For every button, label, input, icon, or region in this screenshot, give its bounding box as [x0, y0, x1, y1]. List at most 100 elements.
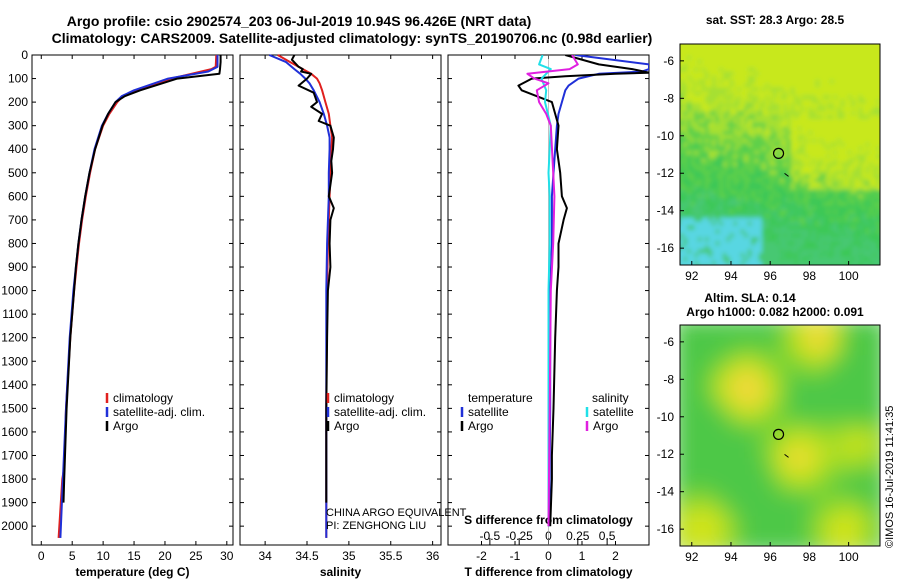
map-cell	[776, 241, 781, 246]
map-cell	[794, 197, 799, 203]
map-cell	[798, 265, 802, 270]
map-cell	[833, 91, 838, 96]
y-tick-label: 600	[8, 189, 28, 203]
map-cell	[846, 428, 854, 437]
map-cell	[833, 501, 841, 510]
map-cell	[693, 332, 701, 341]
map-cell	[797, 75, 803, 81]
map-cell	[708, 249, 713, 254]
map-cell	[820, 435, 828, 444]
map-cell	[880, 245, 884, 250]
map-cell	[826, 103, 831, 108]
map-cell	[805, 44, 810, 49]
map-cell	[697, 150, 703, 156]
map-cell	[680, 383, 688, 392]
map-cell	[813, 516, 821, 525]
map-cell	[720, 420, 728, 429]
map-cell	[780, 257, 785, 262]
map-cell	[820, 494, 828, 503]
map-cell	[872, 142, 878, 148]
map-cell	[876, 107, 880, 112]
map-cell	[726, 67, 731, 73]
map-cell	[715, 257, 720, 262]
map-cell	[706, 435, 714, 444]
map-cell	[844, 87, 849, 92]
map-cell	[733, 75, 738, 81]
map-cell	[869, 249, 874, 254]
map-cell	[808, 237, 813, 242]
map-cell	[694, 253, 699, 258]
map-cell	[844, 130, 849, 136]
map-cell	[880, 332, 887, 340]
map-cell	[740, 383, 748, 392]
map-cell	[862, 237, 867, 242]
y-tick-label: -10	[657, 410, 675, 424]
map-cell	[837, 71, 842, 77]
map-cell	[680, 241, 685, 246]
map-cell	[726, 531, 734, 540]
map-cell	[822, 253, 828, 258]
map-cell	[705, 205, 710, 211]
map-cell	[793, 383, 801, 392]
map-cell	[726, 91, 731, 96]
map-cell	[765, 44, 770, 49]
map-cell	[826, 245, 831, 250]
map-cell	[808, 241, 813, 246]
map-cell	[833, 162, 838, 167]
map-cell	[840, 79, 845, 84]
map-cell	[826, 67, 831, 73]
map-cell	[755, 229, 760, 234]
map-cell	[812, 63, 817, 69]
map-cell	[755, 205, 760, 211]
map-cell	[708, 63, 713, 69]
map-cell	[853, 501, 861, 510]
map-cell	[715, 194, 720, 199]
map-cell	[876, 209, 880, 215]
map-cell	[751, 178, 756, 183]
map-cell	[840, 538, 848, 546]
map-cell	[826, 162, 831, 167]
map-cell	[787, 119, 792, 124]
map-cell	[680, 111, 685, 116]
map-cell	[808, 134, 813, 140]
map-cell	[833, 261, 838, 265]
map-cell	[747, 174, 753, 179]
map-cell	[840, 257, 845, 262]
map-cell	[855, 253, 860, 258]
map-cell	[722, 213, 728, 219]
map-cell	[769, 158, 774, 163]
map-cell	[769, 142, 774, 148]
map-cell	[726, 369, 734, 378]
map-cell	[826, 531, 834, 540]
map-cell	[840, 391, 848, 400]
map-cell	[693, 472, 701, 481]
map-cell	[855, 194, 860, 199]
map-cell	[687, 79, 692, 84]
map-cell	[697, 83, 703, 88]
map-cell	[680, 134, 685, 140]
map-cell	[755, 158, 760, 163]
map-cell	[765, 158, 770, 163]
map-cell	[690, 67, 695, 73]
map-cell	[697, 233, 703, 238]
map-cell	[772, 75, 778, 81]
map-cell	[801, 253, 806, 258]
map-cell	[815, 158, 820, 163]
map-cell	[726, 217, 731, 223]
map-cell	[813, 413, 821, 422]
map-cell	[826, 221, 831, 227]
map-cell	[769, 190, 774, 195]
map-cell	[733, 71, 738, 77]
map-cell	[776, 59, 781, 65]
map-cell	[800, 479, 808, 488]
map-cell	[744, 166, 749, 171]
map-cell	[822, 217, 828, 223]
map-cell	[740, 523, 748, 532]
map-cell	[751, 67, 756, 73]
map-cell	[783, 67, 788, 73]
map-cell	[880, 95, 884, 100]
map-cell	[844, 249, 849, 254]
map-cell	[697, 134, 703, 140]
map-cell	[737, 138, 742, 144]
map-cell	[830, 237, 835, 242]
